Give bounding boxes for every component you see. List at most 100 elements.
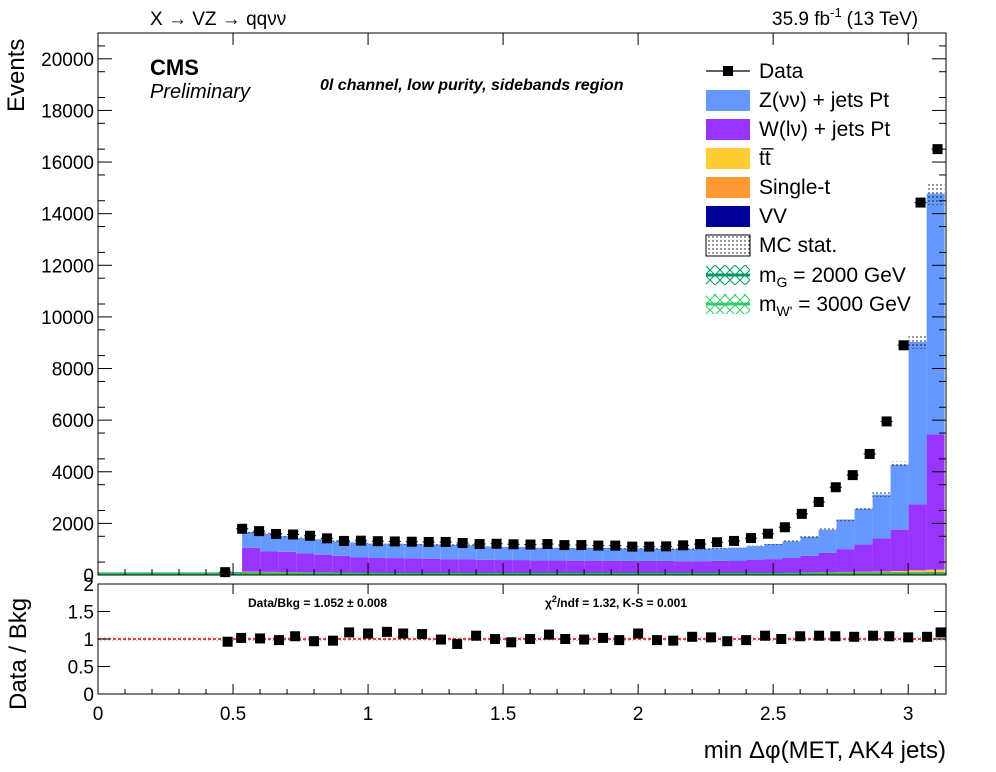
stack-bar: [674, 561, 693, 573]
mc-stat-band: [566, 547, 585, 549]
data-point: [576, 540, 587, 551]
ratio-point: [687, 631, 698, 642]
process-title: X → VZ → qqνν: [150, 9, 286, 30]
ratio-point: [868, 630, 879, 641]
ratio-point: [363, 628, 374, 639]
ratio-point: [525, 634, 536, 644]
ratio-point: [344, 627, 355, 638]
region-label: 0l channel, low purity, sidebands region: [320, 77, 624, 94]
data-point: [305, 530, 315, 541]
stack-bar: [836, 549, 855, 572]
stack-bar: [818, 552, 837, 573]
stack-bar: [332, 555, 351, 573]
ratio-point: [560, 634, 571, 644]
mc-stat-band: [710, 547, 729, 550]
ratio-point: [309, 636, 320, 647]
ratio-point: [452, 638, 463, 649]
ratio-point: [290, 631, 301, 642]
ratio-point: [544, 629, 555, 640]
mc-stat-band: [836, 517, 855, 522]
legend-label-wlv: W(lν) + jets Pt: [759, 118, 890, 141]
data-point: [288, 529, 299, 540]
legend-label-tt: tt̅: [759, 147, 775, 170]
legend-label-mcstat: MC stat.: [759, 234, 837, 257]
stack-bar: [440, 559, 459, 573]
stack-bar: [926, 434, 945, 570]
stack-bar: [296, 538, 315, 554]
mc-stat-band: [242, 530, 261, 534]
stack-bar: [764, 544, 783, 560]
data-point: [796, 508, 807, 519]
stack-bar: [260, 551, 279, 572]
ratio-point: [776, 634, 787, 644]
data-point: [406, 536, 417, 547]
stack-bar: [872, 494, 891, 539]
stack-bar: [890, 464, 909, 530]
stack-bar: [620, 560, 639, 573]
mc-stat-band: [872, 492, 891, 497]
stack-bar: [800, 536, 819, 556]
stack-bar: [350, 557, 369, 573]
legend-entry-mcstat: MC stat.: [705, 234, 837, 257]
data-point: [915, 197, 926, 208]
stack-bar: [800, 555, 819, 573]
data-point: [695, 539, 706, 550]
data-point: [491, 538, 502, 549]
stack-bar: [602, 548, 621, 561]
y-axis-title: Events: [3, 39, 30, 112]
cms-label: CMS: [150, 55, 199, 80]
ratio-point: [579, 634, 590, 645]
mc-stat-band: [260, 532, 279, 536]
ratio-point: [830, 631, 841, 642]
mc-stat-band: [782, 540, 801, 543]
chi2-label: χ2/ndf = 1.32, K-S = 0.001: [545, 594, 687, 610]
ratio-point: [903, 632, 914, 643]
stack-bar: [746, 546, 765, 561]
data-point: [593, 540, 604, 551]
y-tick-label: 12000: [41, 256, 94, 277]
stack-bar: [278, 551, 297, 572]
stack-bar: [728, 560, 747, 573]
stack-bar: [782, 541, 801, 558]
stack-bar: [530, 560, 549, 573]
data-point: [729, 535, 739, 546]
ratio-point: [471, 630, 482, 641]
stack-bar: [854, 508, 873, 545]
stack-bar: [548, 547, 567, 561]
stack-bar: [566, 548, 585, 561]
ratio-stat-label: Data/Bkg = 1.052 ± 0.008: [248, 596, 387, 610]
ratio-point: [255, 633, 266, 644]
ratio-point: [236, 632, 247, 643]
legend-entry-single-t: Single-t: [706, 176, 830, 199]
mc-stat-band: [530, 546, 549, 549]
stack-bar: [710, 560, 729, 573]
legend-entry-zvv: Z(νν) + jets Pt: [706, 89, 889, 112]
mc-stat-band: [494, 546, 513, 548]
x-tick-label: 0: [93, 704, 104, 725]
legend-label-signal-w: mW' = 3000 GeV: [759, 293, 911, 319]
ratio-point: [741, 635, 752, 646]
data-point: [678, 540, 689, 551]
data-point: [627, 541, 638, 552]
ratio-point: [722, 636, 733, 647]
legend-entry-data: Data: [706, 60, 804, 83]
data-point: [712, 537, 723, 548]
mc-stat-band: [926, 182, 945, 206]
legend-label-signal-g: mG = 2000 GeV: [759, 264, 906, 290]
stack-bar: [476, 546, 495, 560]
x-tick-label: 3: [903, 704, 914, 725]
ratio-point: [417, 629, 428, 640]
ratio-point: [652, 635, 663, 646]
data-marker-icon: [723, 66, 733, 76]
x-tick-label: 0.5: [220, 704, 246, 725]
stack-bar: [782, 557, 801, 573]
mc-stat-band: [728, 546, 747, 549]
stack-bar: [836, 519, 855, 550]
legend-swatch-zvv: [706, 90, 750, 111]
ratio-point: [435, 634, 446, 645]
stack-bar: [296, 553, 315, 573]
y-tick-label: 4000: [52, 463, 94, 484]
stack-bar: [386, 543, 405, 559]
ratio-y-tick-label: 0.5: [68, 658, 94, 679]
